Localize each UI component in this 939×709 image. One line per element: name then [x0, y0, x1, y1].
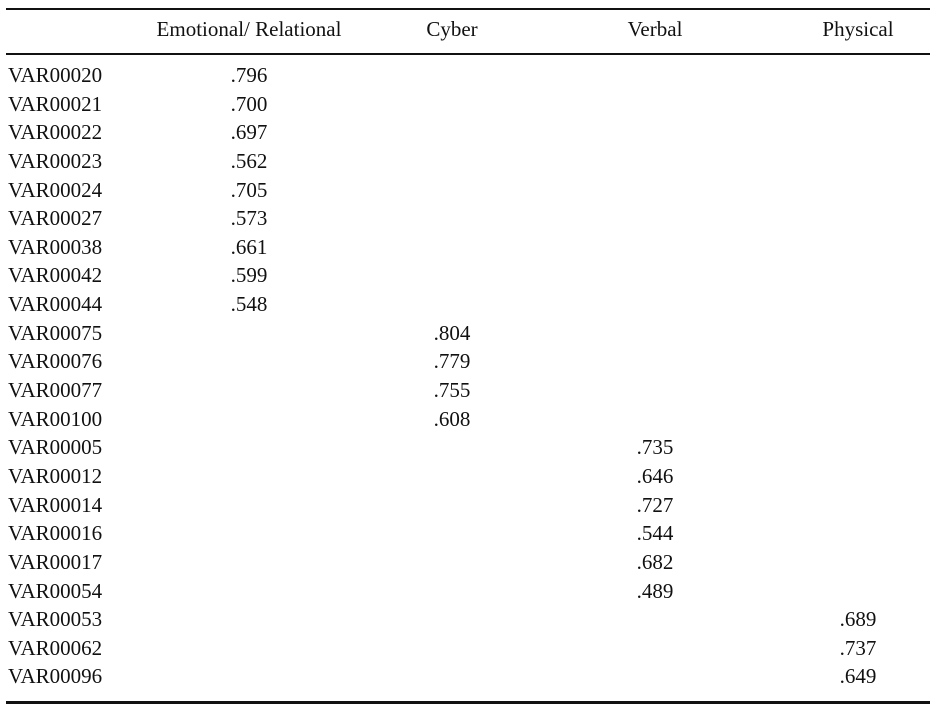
variable-name-cell: VAR00075 — [8, 320, 103, 345]
column-header-cyber: Cyber — [426, 17, 478, 41]
column-header-verbal: Verbal — [627, 17, 683, 41]
variable-name-cell: VAR00017 — [8, 549, 103, 574]
loading-cell-verbal: .544 — [636, 521, 674, 546]
table-row: VAR00023 .562 — [0, 147, 939, 176]
variable-name-cell: VAR00076 — [8, 349, 103, 374]
loading-cell-emotional-relational: .705 — [230, 177, 268, 202]
variable-name-cell: VAR00014 — [8, 492, 103, 517]
variable-name-cell: VAR00077 — [8, 378, 103, 403]
loading-cell-verbal: .682 — [636, 549, 674, 574]
loading-cell-physical: .689 — [839, 607, 877, 632]
table-row: VAR00096 .649 — [0, 662, 939, 691]
table-row: VAR00100 .608 — [0, 405, 939, 434]
table-row: VAR00027 .573 — [0, 204, 939, 233]
loading-cell-emotional-relational: .700 — [230, 91, 268, 116]
loading-cell-emotional-relational: .548 — [230, 292, 268, 317]
loading-cell-emotional-relational: .562 — [230, 148, 268, 173]
variable-name-cell: VAR00096 — [8, 664, 103, 689]
loading-cell-emotional-relational: .599 — [230, 263, 268, 288]
table-row: VAR00075 .804 — [0, 319, 939, 348]
table-row: VAR00005 .735 — [0, 433, 939, 462]
table-row: VAR00014 .727 — [0, 491, 939, 520]
table-row: VAR00038 .661 — [0, 233, 939, 262]
table-row: VAR00022 .697 — [0, 118, 939, 147]
loading-cell-cyber: .804 — [433, 320, 471, 345]
variable-name-cell: VAR00021 — [8, 91, 103, 116]
table-top-rule — [6, 8, 930, 10]
loading-cell-physical: .649 — [839, 664, 877, 689]
variable-name-cell: VAR00054 — [8, 578, 103, 603]
variable-name-cell: VAR00100 — [8, 406, 103, 431]
loading-cell-verbal: .489 — [636, 578, 674, 603]
variable-name-cell: VAR00012 — [8, 463, 103, 488]
table-row: VAR00012 .646 — [0, 462, 939, 491]
table-row: VAR00017 .682 — [0, 548, 939, 577]
column-header-physical: Physical — [822, 17, 894, 41]
variable-name-cell: VAR00016 — [8, 521, 103, 546]
table-row: VAR00053 .689 — [0, 605, 939, 634]
variable-name-cell: VAR00062 — [8, 635, 103, 660]
column-header-emotional-relational: Emotional/ Relational — [156, 17, 342, 41]
table-row: VAR00044 .548 — [0, 290, 939, 319]
loading-cell-physical: .737 — [839, 635, 877, 660]
table-body: VAR00020.796 VAR00021.700 VAR00022.697 VAR0… — [0, 61, 939, 691]
loading-cell-emotional-relational: .661 — [230, 234, 268, 259]
table-row: VAR00077 .755 — [0, 376, 939, 405]
loading-cell-verbal: .727 — [636, 492, 674, 517]
table-row: VAR00076 .779 — [0, 347, 939, 376]
variable-name-cell: VAR00005 — [8, 435, 103, 460]
variable-name-cell: VAR00044 — [8, 292, 103, 317]
variable-name-cell: VAR00042 — [8, 263, 103, 288]
loading-cell-cyber: .608 — [433, 406, 471, 431]
variable-name-cell: VAR00053 — [8, 607, 103, 632]
table-row: VAR00024 .705 — [0, 176, 939, 205]
variable-name-cell: VAR00027 — [8, 206, 103, 231]
variable-name-cell: VAR00020 — [8, 63, 103, 87]
loading-cell-emotional-relational: .697 — [230, 120, 268, 145]
table-row: VAR00020 .796 — [0, 61, 939, 90]
table-row: VAR00021 .700 — [0, 90, 939, 119]
table-row: VAR00054 .489 — [0, 577, 939, 606]
table-row: VAR00042 .599 — [0, 261, 939, 290]
loading-cell-verbal: .735 — [636, 435, 674, 460]
variable-name-cell: VAR00024 — [8, 177, 103, 202]
variable-name-cell: VAR00022 — [8, 120, 103, 145]
table-bottom-rule — [6, 701, 930, 704]
variable-name-cell: VAR00038 — [8, 234, 103, 259]
table-header-rule — [6, 53, 930, 55]
loading-cell-verbal: .646 — [636, 463, 674, 488]
loading-cell-cyber: .779 — [433, 349, 471, 374]
loading-cell-emotional-relational: .796 — [230, 63, 268, 87]
loading-cell-emotional-relational: .573 — [230, 206, 268, 231]
loading-cell-cyber: .755 — [433, 378, 471, 403]
table-row: VAR00016 .544 — [0, 519, 939, 548]
variable-name-cell: VAR00023 — [8, 148, 103, 173]
table-row: VAR00062 .737 — [0, 634, 939, 663]
